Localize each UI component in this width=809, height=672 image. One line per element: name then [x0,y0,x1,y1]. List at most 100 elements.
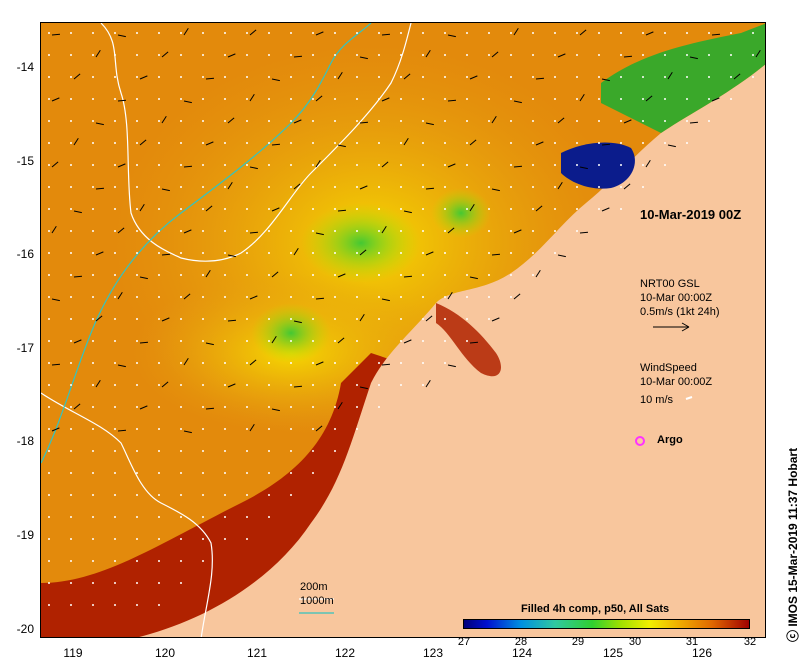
wind-vector-dot [444,208,446,210]
wind-vector-dot [92,582,94,584]
wind-vector-dot [246,296,248,298]
wind-vector-dot [290,406,292,408]
wind-vector-dot [114,560,116,562]
wind-vector-dot [554,186,556,188]
wind-vector-dot [136,582,138,584]
wind-vector-dot [576,32,578,34]
current-vector-arrow [579,29,587,36]
wind-vector-dot [356,208,358,210]
wind-vector-dot [356,32,358,34]
wind-vector-dot [70,604,72,606]
wind-vector-dot [730,32,732,34]
wind-vector-dot [532,208,534,210]
wind-vector-dot [92,340,94,342]
current-vector-arrow [227,254,236,258]
wind-vector-dot [378,54,380,56]
wind-vector-dot [400,54,402,56]
wind-vector-dot [400,362,402,364]
wind-vector-dot [224,318,226,320]
current-vector-arrow [249,359,257,366]
colorbar-tick-30: 30 [628,636,642,648]
current-vector-arrow [447,34,456,38]
wind-vector-dot [356,120,358,122]
wind-vector-dot [158,560,160,562]
wind-vector-dot [92,428,94,430]
wind-vector-dot [48,76,50,78]
current-vector-arrow [601,207,610,212]
lon-label-124: 124 [511,646,533,660]
isobath-1000m [41,23,372,464]
wind-vector-dot [224,98,226,100]
isobath-200m [100,23,412,262]
current-vector-arrow [51,161,59,168]
current-vector-arrow [73,275,83,278]
wind-vector-dot [356,362,358,364]
wind-vector-dot [268,98,270,100]
lat-label-18: -18 [16,434,34,448]
wind-vector-dot [202,384,204,386]
current-vector-arrow [227,181,233,190]
current-vector-arrow [689,121,699,124]
current-vector-arrow [403,339,412,344]
current-vector-arrow [183,293,191,300]
argo-float-marker[interactable] [635,436,645,446]
current-vector-arrow [139,203,145,212]
current-vector-arrow [51,298,60,302]
wind-vector-dot [158,208,160,210]
current-vector-arrow [381,363,391,366]
current-vector-arrow [469,75,478,80]
wind-vector-dot [422,208,424,210]
wind-vector-dot [378,230,380,232]
wind-vector-dot [510,164,512,166]
wind-vector-dot [598,142,600,144]
current-vector-arrow [579,166,588,170]
wind-vector-dot [92,560,94,562]
wind-vector-dot [620,54,622,56]
wind-vector-dot [114,604,116,606]
imos-credit: ⓒ IMOS 15-Mar-2019 11:37 Hobart [786,447,800,642]
current-vector-arrow [711,33,721,36]
wind-vector-dot [246,142,248,144]
wind-vector-dot [202,252,204,254]
wind-vector-dot [224,186,226,188]
colorbar-tick-32: 32 [743,636,757,648]
wind-vector-dot [400,340,402,342]
wind-vector-dot [312,54,314,56]
wind-vector-dot [268,384,270,386]
wind-vector-dot [48,318,50,320]
wind-vector-dot [246,208,248,210]
current-vector-arrow [359,121,369,124]
wind-vector-dot [422,296,424,298]
wind-vector-dot [752,76,754,78]
wind-vector-dot [180,186,182,188]
current-vector-arrow [51,225,57,234]
wind-vector-dot [378,142,380,144]
wind-vector-dot [268,164,270,166]
wind-vector-dot [136,472,138,474]
current-vector-arrow [447,291,453,300]
wind-vector-dot [158,318,160,320]
wind-vector-dot [246,54,248,56]
current-vector-arrow [293,247,299,256]
wind-vector-dot [70,76,72,78]
wind-vector-dot [642,98,644,100]
current-vector-arrow [535,205,543,212]
wind-vector-dot [246,428,248,430]
wind-vector-dot [202,450,204,452]
lon-label-125: 125 [602,646,624,660]
wind-vector-dot [180,582,182,584]
wind-vector-dot [268,340,270,342]
wind-vector-dot [642,76,644,78]
wind-vector-dot [268,208,270,210]
current-vector-arrow [117,291,123,300]
current-vector-arrow [469,203,475,212]
wind-vector-dot [466,230,468,232]
wind-vector-dot [158,32,160,34]
wind-vector-dot [114,252,116,254]
current-vector-arrow [359,313,365,322]
wind-vector-dot [664,54,666,56]
wind-vector-dot [312,142,314,144]
wind-vector-dot [642,142,644,144]
wind-vector-dot [136,164,138,166]
current-vector-arrow [623,119,632,124]
